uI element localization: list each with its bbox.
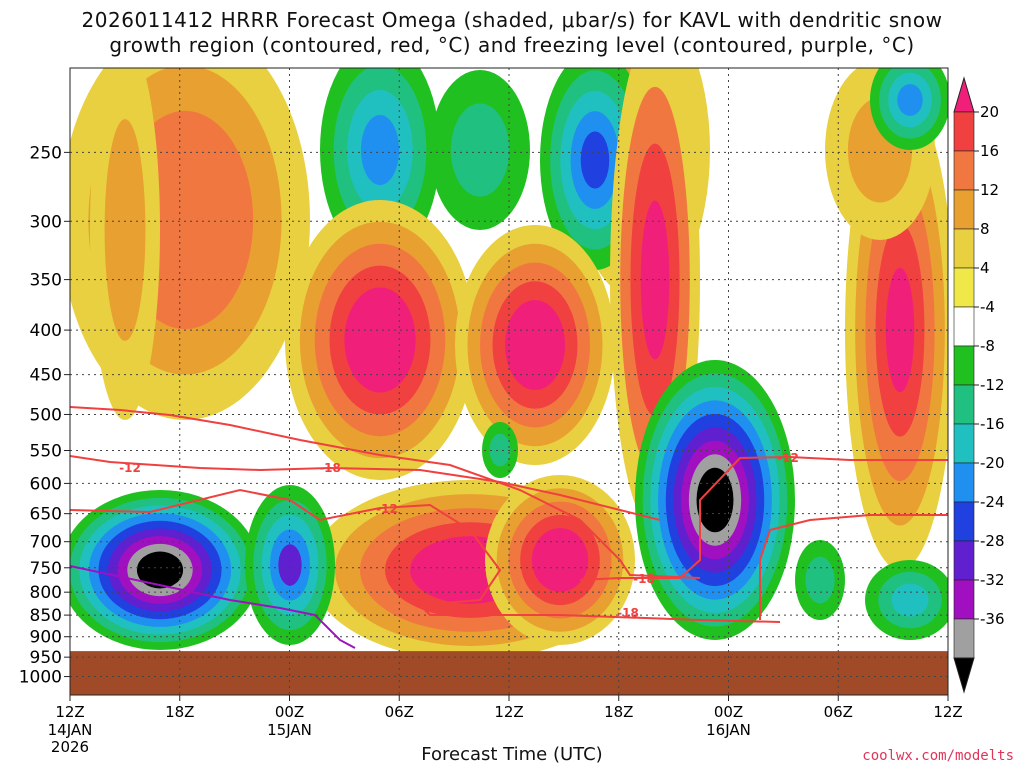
omega-blob (278, 544, 302, 586)
colorbar-segment (953, 384, 975, 425)
x-tick-label: 06Z (824, 703, 853, 721)
contours: -12 -18 -12 -18 -12 -18 (70, 406, 948, 649)
colorbar-segment (953, 267, 975, 308)
x-tick-label: 12Z (494, 703, 523, 721)
omega-blob (146, 559, 174, 581)
omega-blob (517, 318, 553, 372)
y-tick-label: 950 (30, 648, 62, 668)
colorbar-segment (953, 189, 975, 230)
y-tick-label: 700 (30, 533, 62, 553)
chart-title-line2: growth region (contoured, red, °C) and f… (109, 33, 915, 57)
x-tick-sublabel: 15JAN (267, 721, 312, 739)
contour-m18-lower (579, 455, 948, 581)
omega-blob (580, 131, 610, 189)
y-tick-label: 600 (30, 474, 62, 494)
y-tick-label: 500 (30, 405, 62, 425)
colorbar-segment (953, 111, 975, 152)
colorbar-segment (953, 540, 975, 581)
y-tick-label: 650 (30, 505, 62, 525)
colorbar-segment (953, 501, 975, 542)
colorbar-label: -12 (980, 376, 1005, 394)
x-tick-label: 06Z (385, 703, 414, 721)
contour-label: -18 (319, 461, 341, 475)
omega-shading (70, 68, 948, 695)
omega-blob (450, 103, 510, 197)
colorbar-label: -28 (980, 532, 1005, 550)
colorbar-segment (953, 150, 975, 191)
colorbar-label: -24 (980, 493, 1005, 511)
colorbar-label: -16 (980, 415, 1005, 433)
x-tick-label: 12Z (933, 703, 962, 721)
omega-blob (543, 541, 577, 579)
y-tick-label: 900 (30, 628, 62, 648)
contour-label: -18 (633, 572, 655, 586)
x-tick-label: 12Z (55, 703, 84, 721)
colorbar-label: -36 (980, 610, 1005, 628)
contour-label: -18 (617, 606, 639, 620)
x-tick-sublabel: 16JAN (706, 721, 751, 739)
omega-blob (891, 583, 929, 617)
freezing-level (70, 565, 356, 649)
omega-blob (145, 156, 225, 284)
x-tick-sublabel: 14JAN (48, 721, 93, 739)
omega-blob (360, 115, 400, 185)
omega-blob (104, 119, 146, 341)
contour-label: -12 (119, 461, 141, 475)
x-tick-label: 00Z (275, 703, 304, 721)
x-tick-label: 18Z (604, 703, 633, 721)
y-tick-label: 350 (30, 271, 62, 291)
y-tick-label: 550 (30, 442, 62, 462)
omega-blob (489, 433, 511, 467)
omega-blob (897, 84, 923, 116)
colorbar-segment (953, 579, 975, 620)
colorbar-label: -4 (980, 298, 995, 316)
y-tick-label: 800 (30, 583, 62, 603)
colorbar-label: 8 (980, 220, 990, 238)
colorbar-label: -20 (980, 454, 1005, 472)
colorbar-segment (953, 228, 975, 269)
x-tick-sublabel: 2026 (51, 738, 89, 756)
contour-m18-upper (70, 455, 661, 521)
colorbar-label: 16 (980, 142, 999, 160)
colorbar-segment (953, 423, 975, 464)
y-tick-label: 250 (30, 143, 62, 163)
credit-text: coolwx.com/modelts (862, 748, 1014, 764)
colorbar-segment (953, 345, 975, 386)
colorbar: 20 16 12 8 4 -4 -8 -12 -16 -20 -24 -28 -32 -36 (953, 76, 1005, 694)
contour-m12-right (759, 514, 948, 620)
contour-label: -12 (777, 451, 799, 465)
y-tick-label: 750 (30, 559, 62, 579)
contour-m12-lower (70, 488, 781, 623)
colorbar-segment (953, 618, 975, 659)
colorbar-label: 20 (980, 103, 999, 121)
colorbar-bottom-arrow (953, 657, 975, 694)
y-tick-label: 1000 (19, 668, 62, 688)
y-tick-label: 850 (30, 606, 62, 626)
x-axis-label: Forecast Time (UTC) (421, 744, 603, 765)
y-tick-label: 400 (30, 321, 62, 341)
contour-label: -12 (376, 502, 398, 516)
colorbar-label: 4 (980, 259, 990, 277)
colorbar-label: 12 (980, 181, 999, 199)
colorbar-label: -32 (980, 571, 1005, 589)
omega-blob (805, 556, 835, 604)
x-tick-label: 18Z (165, 703, 194, 721)
colorbar-segment (953, 462, 975, 503)
omega-blob (640, 200, 670, 360)
omega-blob (359, 309, 401, 371)
colorbar-label: -8 (980, 337, 995, 355)
contour-m12-upper (70, 406, 701, 579)
y-tick-label: 300 (30, 212, 62, 232)
y-tick-label: 450 (30, 366, 62, 386)
x-tick-label: 00Z (714, 703, 743, 721)
colorbar-top-arrow (953, 76, 975, 113)
y-axis: 2503003504004505005506006507007508008509… (19, 143, 70, 688)
chart-title-line1: 2026011412 HRRR Forecast Omega (shaded, … (81, 8, 943, 32)
colorbar-segment (953, 306, 975, 347)
